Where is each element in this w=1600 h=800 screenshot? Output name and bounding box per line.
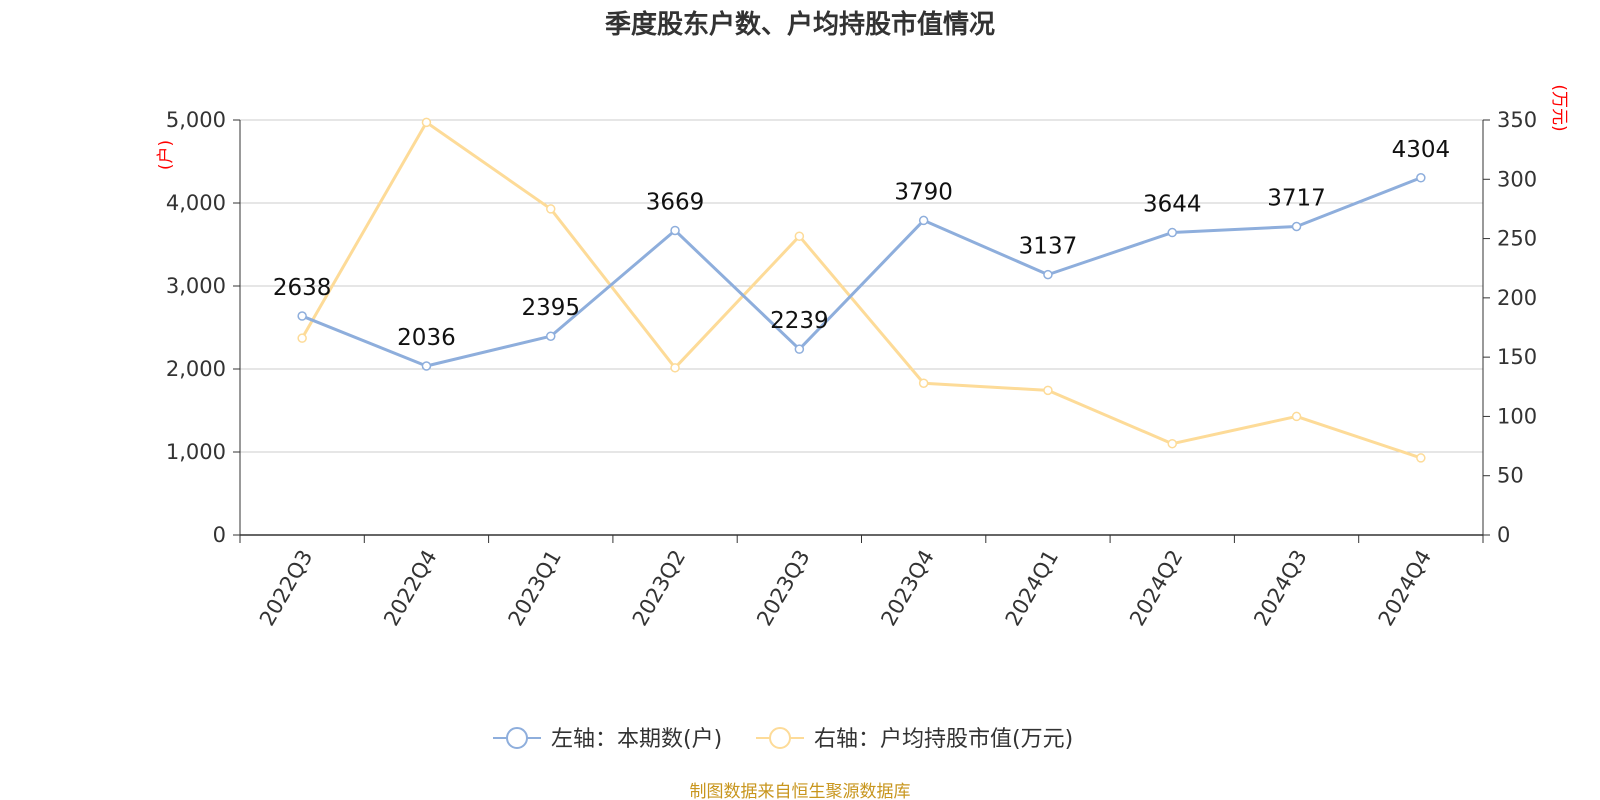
data-point	[421, 117, 432, 128]
right-tick-label: 100	[1497, 404, 1537, 428]
legend-marker-right	[769, 727, 791, 749]
chart-title: 季度股东户数、户均持股市值情况	[605, 9, 995, 40]
data-label: 2395	[521, 295, 580, 321]
data-label: 3717	[1267, 185, 1326, 211]
x-tick-label: 2022Q3	[255, 546, 317, 630]
left-tick-label: 2,000	[166, 357, 226, 381]
data-point	[421, 361, 432, 371]
series-line-right	[300, 120, 1422, 460]
x-tick-label: 2024Q4	[1374, 546, 1436, 630]
x-tick-label: 2024Q1	[1001, 546, 1063, 630]
x-tick-label: 2024Q3	[1249, 546, 1311, 630]
data-point	[794, 231, 805, 241]
data-point	[297, 311, 307, 321]
x-tick-label: 2023Q3	[752, 546, 814, 630]
right-tick-label: 350	[1497, 108, 1537, 132]
left-tick-label: 3,000	[166, 274, 226, 298]
data-label: 2239	[770, 308, 829, 334]
left-tick-label: 0	[213, 523, 226, 547]
data-point	[1291, 411, 1302, 422]
legend-label-right: 右轴：户均持股市值(万元)	[814, 727, 1073, 752]
data-point	[1291, 221, 1302, 232]
data-label: 3644	[1143, 192, 1202, 218]
series-line-left	[301, 176, 1422, 368]
left-tick-label: 1,000	[166, 440, 226, 464]
x-tick-label: 2024Q2	[1125, 546, 1187, 630]
data-label: 4304	[1392, 137, 1451, 163]
right-axis-unit: (万元)	[1549, 84, 1569, 131]
series-layer: 2638 2036 2395 3669 2239 3790 3137 3644 3717 4304	[273, 117, 1451, 463]
x-tick-label: 2023Q1	[504, 546, 566, 630]
data-point	[670, 363, 680, 373]
data-point	[1167, 227, 1177, 238]
data-point	[546, 331, 556, 341]
data-label: 2036	[397, 325, 456, 351]
legend[interactable]: 左轴：本期数(户) 右轴：户均持股市值(万元)	[493, 727, 1073, 752]
right-tick-label: 0	[1497, 523, 1510, 547]
data-point	[1167, 438, 1177, 449]
data-point	[546, 204, 556, 214]
left-tick-label: 4,000	[166, 191, 226, 215]
data-point	[1416, 173, 1426, 183]
data-point	[1043, 385, 1053, 396]
data-point	[794, 344, 805, 354]
right-tick-label: 250	[1497, 227, 1537, 251]
legend-label-left: 左轴：本期数(户)	[551, 727, 722, 752]
data-point	[297, 333, 307, 343]
data-label: 3137	[1019, 234, 1078, 260]
data-label: 2638	[273, 275, 332, 301]
data-label: 3669	[646, 189, 705, 215]
source-note: 制图数据来自恒生聚源数据库	[690, 782, 911, 800]
legend-marker-left	[506, 727, 528, 749]
x-tick-label: 2022Q4	[379, 546, 441, 630]
right-tick-label: 300	[1497, 167, 1537, 191]
right-tick-label: 150	[1497, 345, 1537, 369]
data-point	[1416, 453, 1426, 463]
right-tick-label: 200	[1497, 286, 1537, 310]
data-point	[670, 225, 680, 236]
x-tick-label: 2023Q2	[628, 546, 690, 630]
right-tick-label: 50	[1497, 464, 1524, 488]
legend-item-left[interactable]: 左轴：本期数(户)	[493, 727, 722, 752]
left-tick-label: 5,000	[166, 108, 226, 132]
legend-item-right[interactable]: 右轴：户均持股市值(万元)	[756, 727, 1073, 752]
data-point	[918, 378, 929, 388]
left-axis-unit: (户)	[156, 140, 176, 170]
data-label: 3790	[894, 179, 953, 205]
x-tick-label: 2023Q4	[876, 546, 938, 630]
data-point	[918, 215, 929, 226]
data-point	[1043, 269, 1053, 280]
